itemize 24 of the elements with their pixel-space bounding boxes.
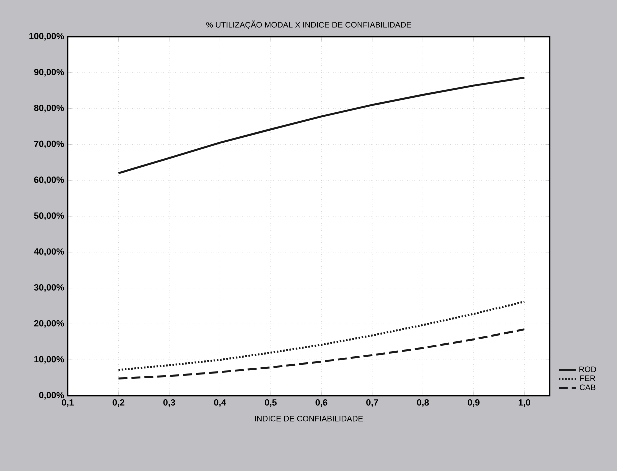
x-tick-label: 0,2 [112,400,125,408]
x-tick-label: 0,4 [214,400,226,408]
x-tick-label: 0,8 [417,400,430,408]
y-tick-label: 90,00% [34,69,64,77]
y-tick-label: 70,00% [34,140,64,149]
y-tick-label: 60,00% [34,176,64,184]
y-tick-label: 20,00% [34,320,64,328]
y-tick-label: 80,00% [34,104,64,113]
x-tick-label: 0,3 [164,400,176,408]
x-tick-label: 1,0 [518,400,530,408]
y-tick-label: 0,00% [39,392,64,400]
line-series [118,76,526,174]
x-tick-label: 0,5 [265,400,277,408]
line-series [118,300,526,372]
x-tick-label: 0,6 [316,400,328,408]
y-tick-label: 100,00% [30,33,64,41]
y-tick-label: 50,00% [34,212,64,220]
x-tick-label: 0,9 [468,400,480,408]
x-tick-label: 0,1 [62,400,74,408]
y-tick-label: 10,00% [34,356,64,364]
y-tick-label: 40,00% [34,248,64,256]
line-series [118,328,526,380]
x-tick-label: 0,7 [366,400,378,408]
y-tick-label: 30,00% [34,284,64,292]
